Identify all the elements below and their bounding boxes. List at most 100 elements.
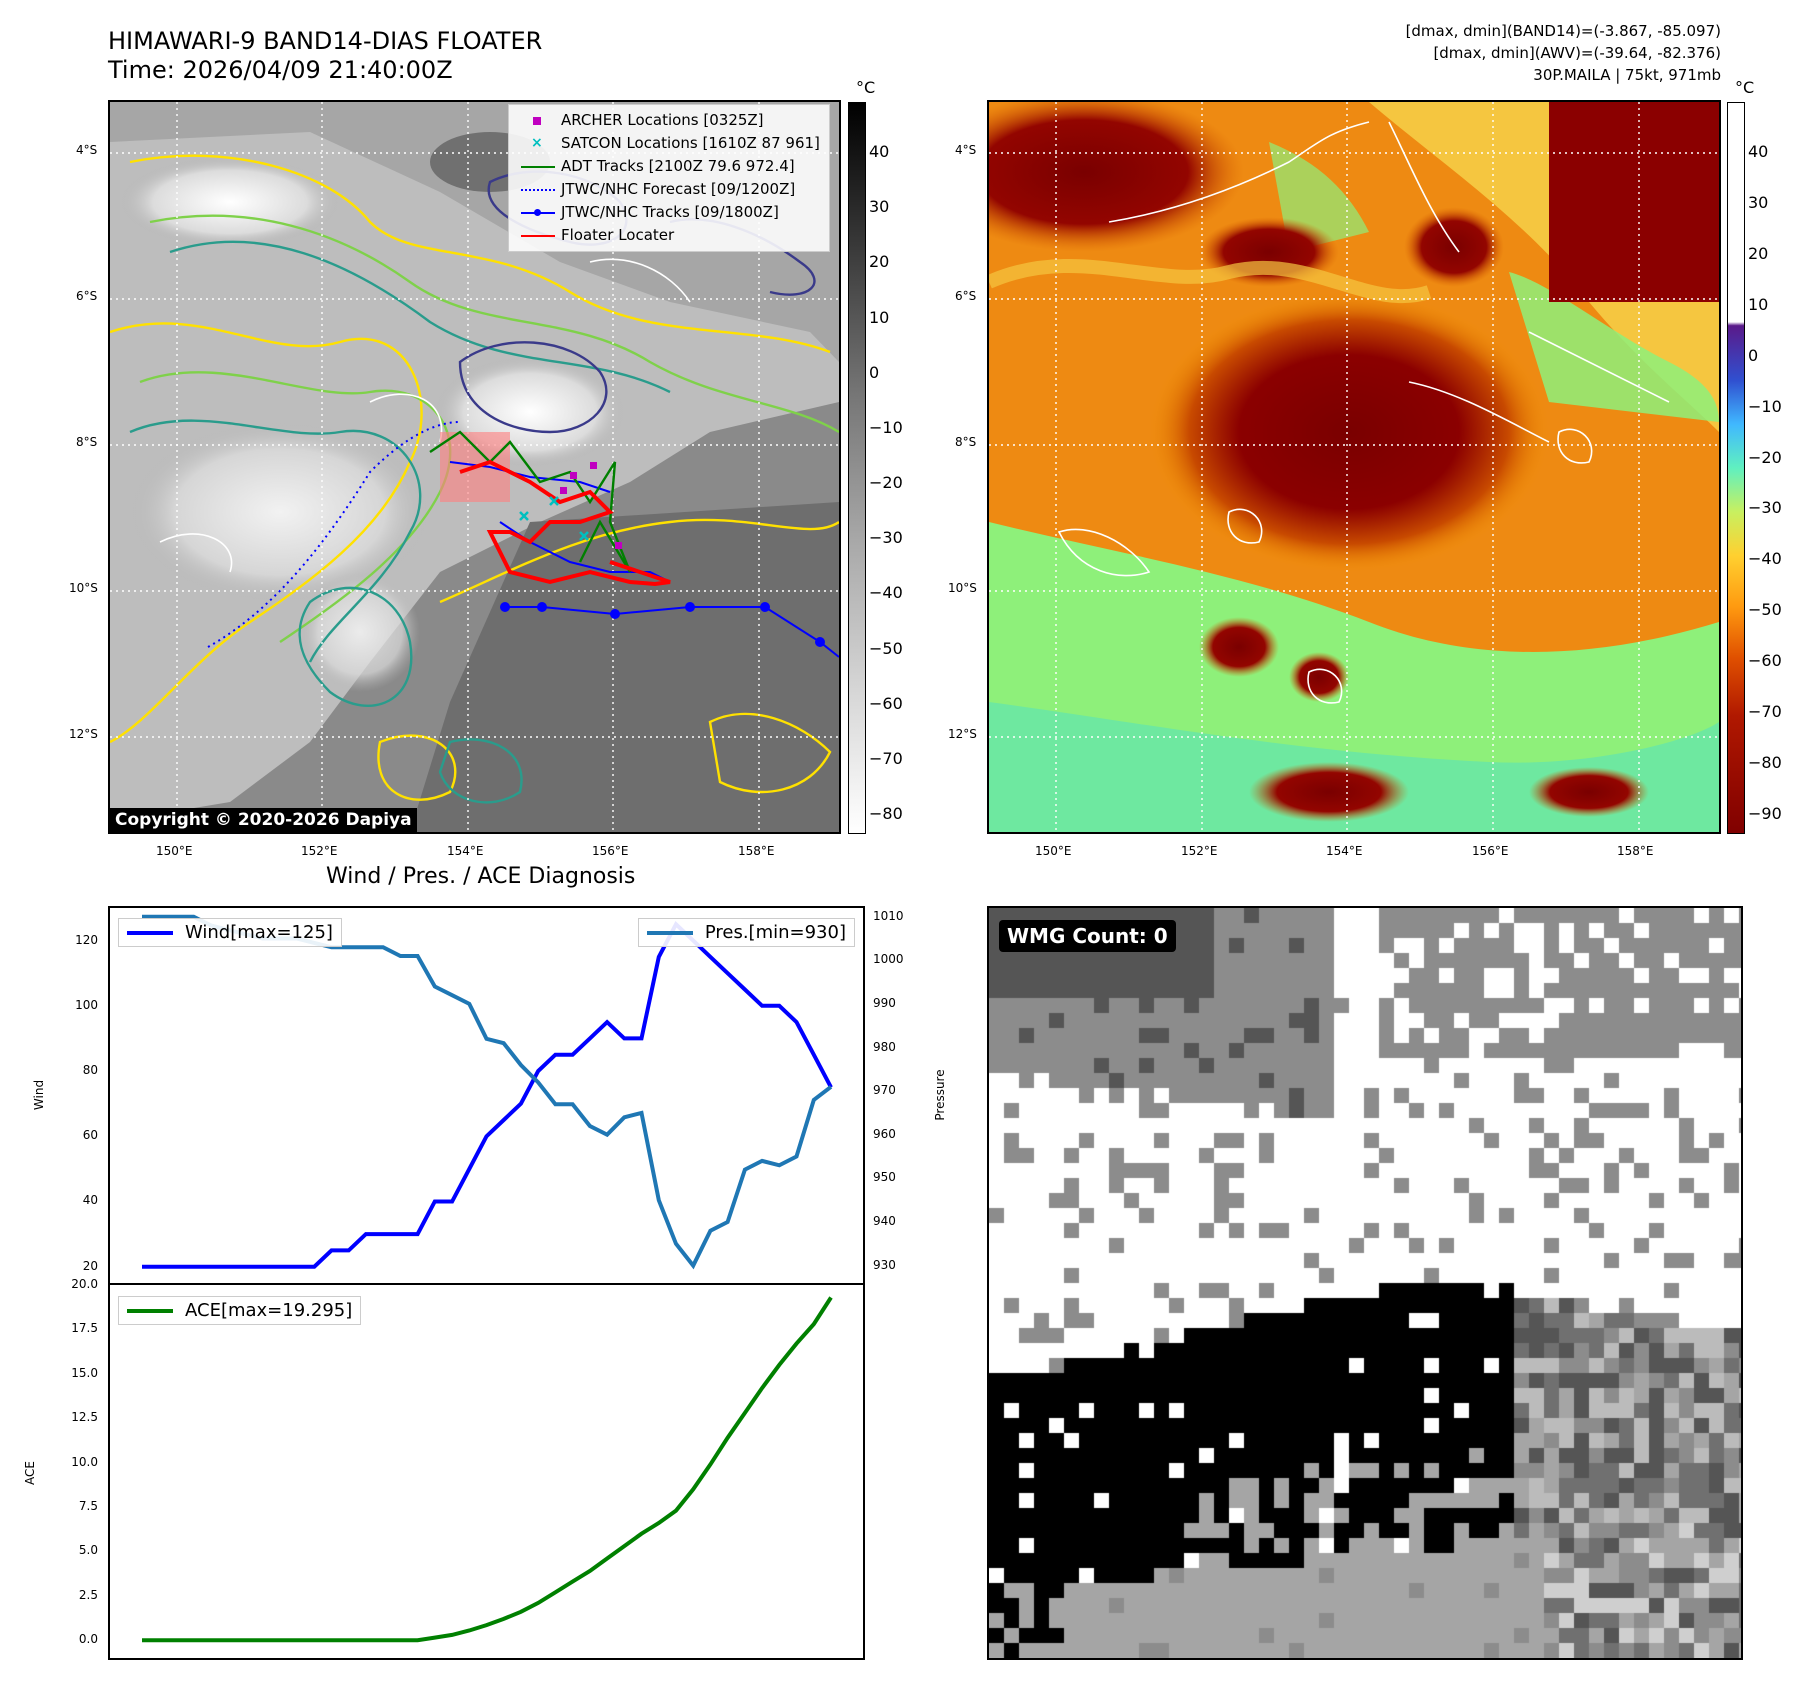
legend-item-satcon: × SATCON Locations [1610Z 87 961] bbox=[531, 134, 820, 152]
lon-tick-label: 156°E bbox=[1472, 844, 1509, 858]
wind-legend-line bbox=[127, 930, 173, 935]
track-legend: ARCHER Locations [0325Z] × SATCON Locati… bbox=[508, 104, 830, 252]
colorbar-tick-label: −80 bbox=[1748, 753, 1782, 773]
y-tick-label: 950 bbox=[873, 1170, 896, 1185]
enhanced-ir-map-panel bbox=[987, 100, 1721, 834]
colorbar-tick-label: 0 bbox=[869, 362, 880, 382]
lon-tick-label: 154°E bbox=[447, 844, 484, 858]
legend-item-floater: Floater Locater bbox=[517, 224, 821, 247]
lon-tick-label: 152°E bbox=[301, 844, 338, 858]
y-tick-label: 15.0 bbox=[71, 1365, 98, 1380]
lat-tick-label: 6°S bbox=[76, 289, 98, 303]
lon-tick-label: 152°E bbox=[1181, 844, 1218, 858]
colorbar-tick-label: 40 bbox=[1748, 142, 1769, 161]
colorbar-tick-label: 30 bbox=[869, 197, 890, 217]
legend-item-adt: ADT Tracks [2100Z 79.6 972.4] bbox=[517, 155, 821, 178]
y-tick-label: 120 bbox=[75, 932, 98, 947]
storm-info-text: 30P.MAILA | 75kt, 971mb bbox=[1533, 66, 1721, 84]
legend-item-archer: ARCHER Locations [0325Z] bbox=[517, 109, 821, 132]
colorbar-tick-label: 10 bbox=[869, 307, 890, 327]
enhanced-colorbar bbox=[1727, 102, 1745, 834]
legend-item-forecast: JTWC/NHC Forecast [09/1200Z] bbox=[517, 178, 821, 201]
y-tick-label: 1000 bbox=[873, 952, 904, 967]
y-tick-label: 2.5 bbox=[78, 1587, 98, 1602]
lat-tick-label: 4°S bbox=[76, 143, 98, 157]
y-tick-label: 100 bbox=[75, 997, 98, 1012]
lon-tick-label: 156°E bbox=[592, 844, 629, 858]
pressure-legend-label: Pres.[min=930] bbox=[704, 922, 846, 943]
diagnosis-chart-title: Wind / Pres. / ACE Diagnosis bbox=[326, 864, 636, 889]
lat-tick-label: 6°S bbox=[955, 289, 977, 303]
y-tick-label: 7.5 bbox=[78, 1499, 98, 1514]
colorbar-unit: °C bbox=[856, 78, 876, 97]
y-tick-label: 20 bbox=[82, 1258, 98, 1273]
colorbar-tick-label: 20 bbox=[1748, 243, 1769, 263]
colorbar-tick-label: 10 bbox=[1748, 294, 1769, 314]
ace-series-line bbox=[142, 1296, 833, 1643]
figure-title-line1: HIMAWARI-9 BAND14-DIAS FLOATER bbox=[108, 27, 543, 55]
band14-range-text: [dmax, dmin](BAND14)=(-3.867, -85.097) bbox=[1405, 22, 1721, 40]
ace-legend: ACE[max=19.295] bbox=[118, 1296, 362, 1325]
lon-tick-label: 150°E bbox=[1035, 844, 1072, 858]
lon-tick-label: 154°E bbox=[1326, 844, 1363, 858]
lat-tick-label: 8°S bbox=[955, 435, 977, 449]
lon-tick-label: 158°E bbox=[1617, 844, 1654, 858]
y-tick-label: 940 bbox=[873, 1213, 896, 1228]
colorbar-tick-label: −20 bbox=[1748, 447, 1782, 467]
wmg-panel: WMG Count: 0 bbox=[987, 906, 1743, 1660]
colorbar-tick-label: −40 bbox=[869, 583, 903, 603]
enhanced-ir-map-image bbox=[989, 102, 1719, 832]
y-tick-label: 1010 bbox=[873, 908, 904, 923]
ace-plot bbox=[142, 1296, 833, 1643]
lat-tick-label: 10°S bbox=[69, 581, 98, 595]
colorbar-tick-label: 0 bbox=[1748, 345, 1759, 365]
wind-series-line bbox=[142, 921, 833, 1269]
wmg-classification-image bbox=[989, 908, 1741, 1658]
colorbar-tick-label: −10 bbox=[869, 417, 903, 437]
ace-legend-label: ACE[max=19.295] bbox=[185, 1300, 353, 1321]
y-tick-label: 40 bbox=[82, 1193, 98, 1208]
lat-tick-label: 12°S bbox=[948, 727, 977, 741]
y-tick-label: 17.5 bbox=[71, 1321, 98, 1336]
y-tick-label: 970 bbox=[873, 1083, 896, 1098]
y-tick-label: 980 bbox=[873, 1039, 896, 1054]
y-tick-label: 0.0 bbox=[78, 1632, 98, 1647]
colorbar-tick-label: −30 bbox=[1748, 498, 1782, 518]
colorbar-tick-label: −70 bbox=[1748, 702, 1782, 722]
y-tick-label: 10.0 bbox=[71, 1454, 98, 1469]
colorbar-tick-label: −10 bbox=[1748, 396, 1782, 416]
ace-axis-label: ACE bbox=[23, 1461, 37, 1485]
lat-tick-label: 12°S bbox=[69, 727, 98, 741]
lon-tick-label: 158°E bbox=[738, 844, 775, 858]
figure-title-line2: Time: 2026/04/09 21:40:00Z bbox=[108, 56, 453, 84]
pressure-axis-label: Pressure bbox=[933, 1069, 947, 1121]
awv-range-text: [dmax, dmin](AWV)=(-39.64, -82.376) bbox=[1433, 44, 1721, 62]
wind-pressure-plot bbox=[142, 914, 833, 1270]
colorbar-tick-label: −50 bbox=[869, 638, 903, 658]
wind-legend-label: Wind[max=125] bbox=[185, 922, 333, 943]
y-tick-label: 60 bbox=[82, 1128, 98, 1143]
y-tick-label: 5.0 bbox=[78, 1543, 98, 1558]
pressure-legend-line bbox=[646, 930, 693, 935]
ir-colorbar bbox=[848, 102, 866, 834]
colorbar-tick-label: −60 bbox=[869, 693, 903, 713]
ir-map-panel: ARCHER Locations [0325Z] × SATCON Locati… bbox=[108, 100, 841, 834]
lat-tick-label: 4°S bbox=[955, 143, 977, 157]
colorbar-tick-label: −20 bbox=[869, 473, 903, 492]
colorbar-unit: °C bbox=[1735, 78, 1755, 97]
copyright-label: Copyright © 2020-2026 Dapiya bbox=[110, 808, 417, 832]
colorbar-tick-label: −80 bbox=[869, 804, 903, 823]
y-tick-label: 12.5 bbox=[71, 1410, 98, 1425]
wmg-count-label: WMG Count: 0 bbox=[999, 920, 1176, 952]
wind-axis-label: Wind bbox=[32, 1079, 46, 1111]
lon-tick-label: 150°E bbox=[156, 844, 193, 858]
pressure-legend: Pres.[min=930] bbox=[637, 918, 855, 947]
y-tick-label: 960 bbox=[873, 1126, 896, 1141]
colorbar-tick-label: −30 bbox=[869, 528, 903, 548]
colorbar-tick-label: −90 bbox=[1748, 804, 1782, 823]
lat-tick-label: 10°S bbox=[948, 581, 977, 595]
colorbar-tick-label: −40 bbox=[1748, 549, 1782, 569]
colorbar-tick-label: −70 bbox=[869, 748, 903, 768]
ace-chart: ACE[max=19.295] bbox=[108, 1283, 865, 1660]
y-tick-label: 80 bbox=[82, 1063, 98, 1078]
